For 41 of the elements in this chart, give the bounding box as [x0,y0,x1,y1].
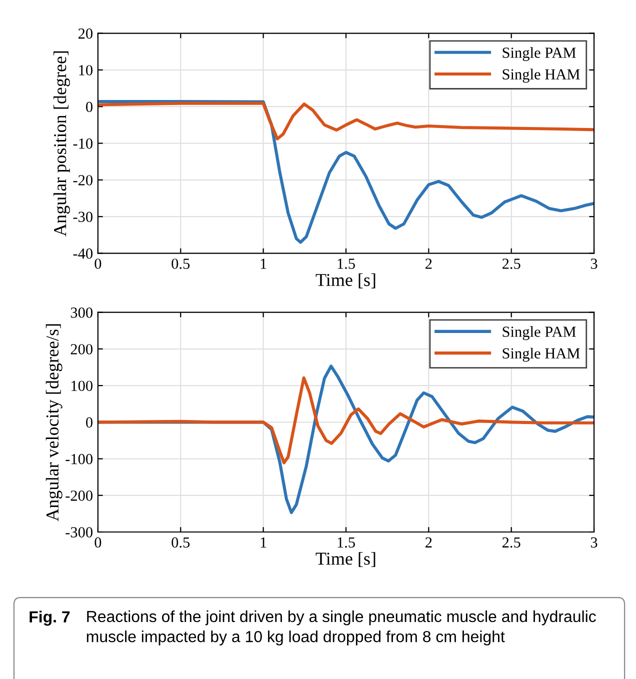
y-tick-label: 0 [86,417,92,428]
y-axis-title: Angular position [degree] [54,51,70,236]
y-tick-label: 10 [79,65,92,76]
x-tick-label: 3 [590,258,598,269]
y-tick-label: -10 [73,138,92,149]
x-tick-label: 2.5 [502,537,520,548]
x-tick-label: 3 [590,537,598,548]
y-tick-label: 20 [78,28,92,39]
x-tick-label: 1 [260,537,266,548]
x-axis-title: Time [s] [316,273,376,288]
legend-label: Single HAM [502,348,580,362]
x-tick-label: 1.5 [338,537,355,548]
text: Reactions of the joint driven by a single pneumatic muscle and hydraulic muscle impacted by a 10 kg load dropped from 8 cm height [86,610,596,646]
caption: Fig. 7 [30,610,70,626]
y-tick-label: -100 [66,454,92,464]
x-tick-label: 1 [260,258,266,269]
x-tick-label: 2.5 [502,258,520,269]
y-tick-label: 300 [70,307,92,318]
line-series [98,100,594,244]
x-axis-title: Time [s] [316,552,376,568]
x-tick-label: 0.5 [172,537,190,548]
x-tick-label: 1.5 [338,258,355,269]
x-tick-label: 2 [426,537,432,548]
x-tick-label: 0 [94,537,102,548]
x-tick-label: 0 [94,258,102,269]
legend-label: Single HAM [502,68,580,83]
y-axis-title: Angular velocity [degree/s] [46,324,62,522]
y-tick-label: -30 [73,212,92,222]
y-tick-label: -20 [73,175,92,186]
y-tick-label: -200 [66,490,92,501]
x-tick-label: 2 [426,258,432,269]
line-series [98,376,594,464]
y-tick-label: 0 [86,102,92,112]
legend-label: Single PAM [502,326,576,340]
y-tick-label: -300 [66,527,92,538]
y-tick-label: -40 [73,248,92,259]
x-tick-label: 0.5 [172,258,190,269]
y-tick-label: 200 [70,344,92,354]
legend-label: Single PAM [502,47,576,62]
line-series [98,102,594,140]
y-tick-label: 100 [72,380,92,392]
